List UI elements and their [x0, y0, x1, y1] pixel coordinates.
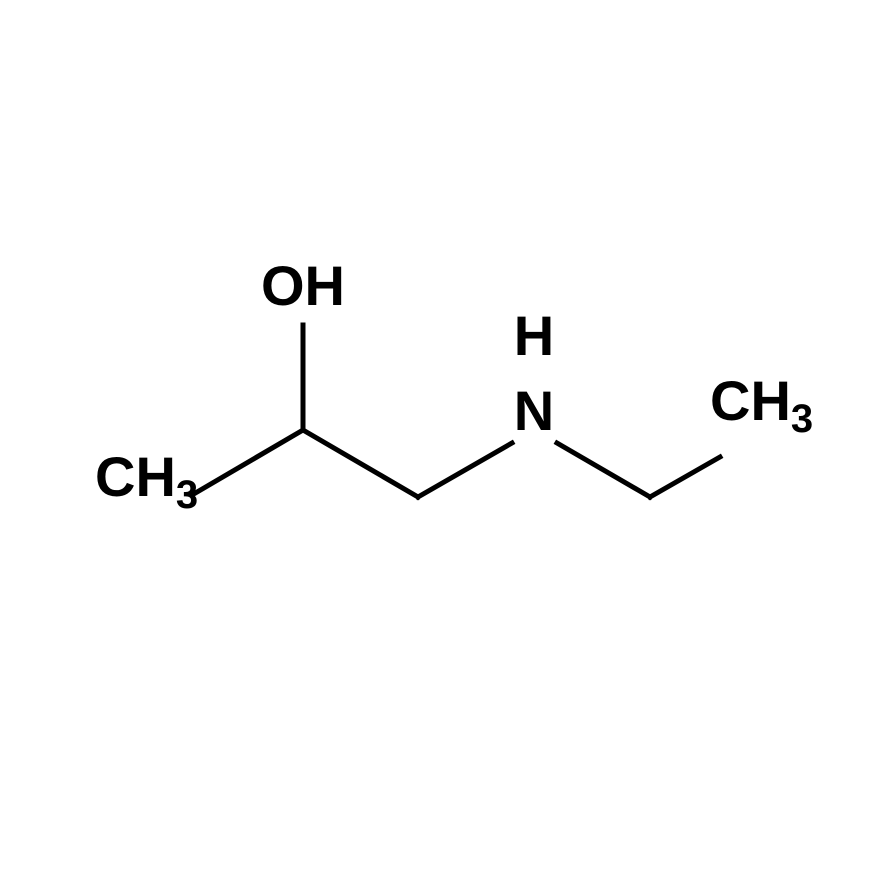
bond [192, 430, 303, 495]
bonds-group [192, 325, 720, 497]
atom-label: H [514, 304, 554, 367]
atom-label: CH3 [710, 369, 813, 441]
bond [650, 457, 720, 497]
atom-label: CH3 [95, 445, 198, 517]
bond [418, 443, 512, 497]
bond [303, 430, 418, 497]
atom-label: N [514, 379, 554, 442]
atom-label: OH [261, 254, 345, 317]
molecule-diagram: CH3 OH NH CH3 [0, 0, 890, 890]
bond [557, 443, 650, 497]
